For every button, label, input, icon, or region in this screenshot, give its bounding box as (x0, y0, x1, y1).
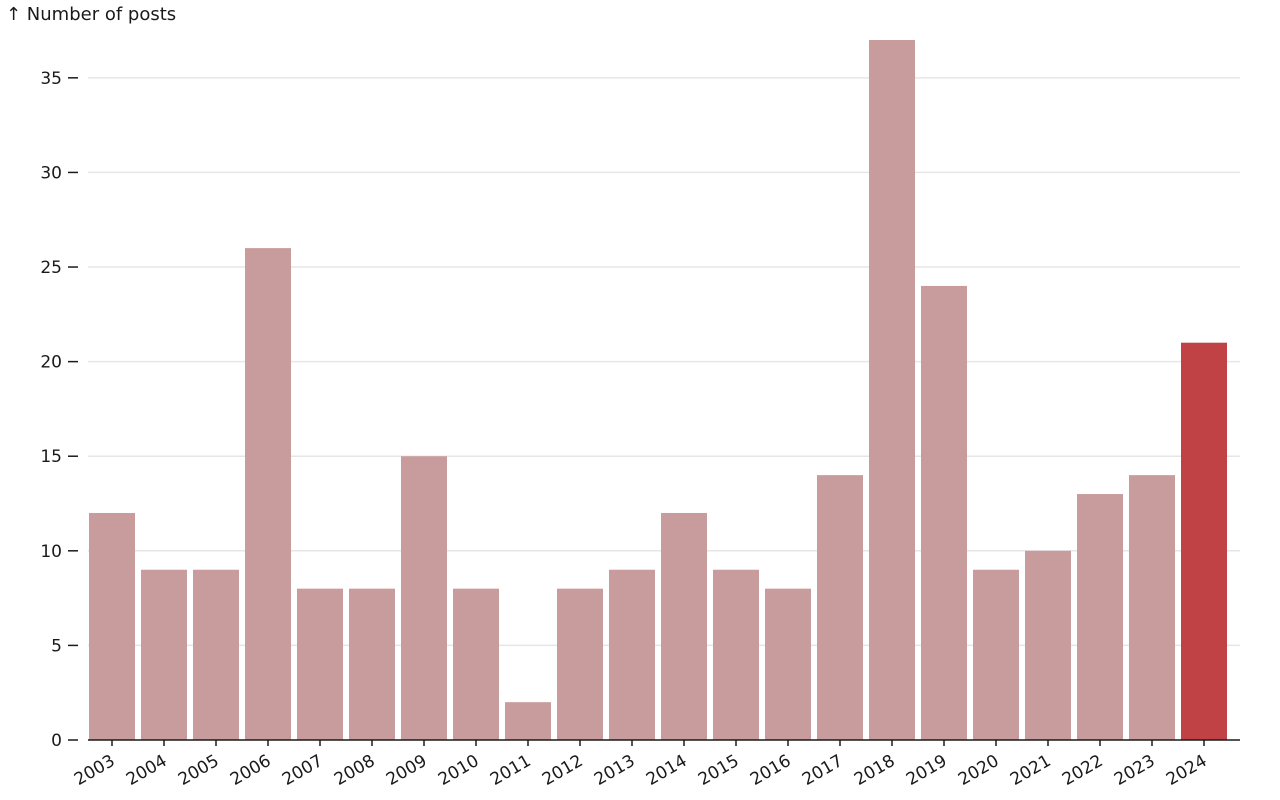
y-tick-label: 20 (40, 353, 62, 373)
x-tick-label: 2004 (123, 751, 170, 790)
bar-2024 (1181, 342, 1227, 740)
bar-2023 (1129, 475, 1175, 740)
y-tick-label: 35 (40, 69, 62, 89)
x-tick-label: 2012 (539, 751, 586, 790)
bar-2021 (1025, 550, 1071, 740)
x-tick-label: 2013 (591, 751, 638, 790)
bar-2017 (817, 475, 863, 740)
y-tick-label: 25 (40, 258, 62, 278)
bar-2004 (141, 569, 187, 740)
bar-2008 (349, 588, 395, 740)
bar-2010 (453, 588, 499, 740)
x-tick-label: 2018 (851, 751, 898, 790)
x-tick-label: 2016 (747, 751, 794, 790)
y-tick-label: 30 (40, 163, 62, 183)
bar-2018 (869, 40, 915, 740)
x-tick-label: 2003 (71, 751, 118, 790)
y-tick-label: 15 (40, 447, 62, 467)
y-tick-label: 5 (51, 636, 62, 656)
bar-2003 (89, 512, 135, 740)
x-tick-label: 2019 (903, 751, 950, 790)
x-tick-label: 2014 (643, 751, 690, 790)
x-tick-label: 2020 (955, 751, 1002, 790)
x-tick-label: 2011 (487, 751, 534, 790)
x-axis: 2003 2004 2005 2006 2007 2008 2009 2010 2011 2012… (71, 739, 1240, 790)
bar-2022 (1077, 494, 1123, 740)
bar-2013 (609, 569, 655, 740)
x-tick-label: 2010 (435, 751, 482, 790)
x-tick-label: 2005 (175, 751, 222, 790)
x-tick-label: 2022 (1059, 751, 1106, 790)
x-tick-label: 2021 (1007, 751, 1054, 790)
x-tick-label: 2017 (799, 751, 846, 790)
bar-2020 (973, 569, 1019, 740)
bar-2014 (661, 512, 707, 740)
bar-2011 (505, 702, 551, 740)
bar-2007 (297, 588, 343, 740)
bars (89, 40, 1227, 741)
x-tick-label: 2024 (1163, 751, 1210, 790)
bar-2019 (921, 285, 967, 740)
x-tick-label: 2007 (279, 751, 326, 790)
bar-2016 (765, 588, 811, 740)
x-tick-label: 2009 (383, 751, 430, 790)
y-tick-label: 10 (40, 542, 62, 562)
bar-2005 (193, 569, 239, 740)
y-axis-title: ↑ Number of posts (6, 4, 176, 25)
x-tick-label: 2008 (331, 751, 378, 790)
y-tick-label: 0 (51, 731, 62, 751)
bar-2009 (401, 456, 447, 740)
x-tick-label: 2015 (695, 751, 742, 790)
x-tick-label: 2006 (227, 751, 274, 790)
x-tick-label: 2023 (1111, 751, 1158, 790)
y-axis: 0 5 10 15 20 25 30 35 (40, 69, 78, 751)
bar-2006 (245, 248, 291, 741)
bar-2012 (557, 588, 603, 740)
bar-2015 (713, 569, 759, 740)
